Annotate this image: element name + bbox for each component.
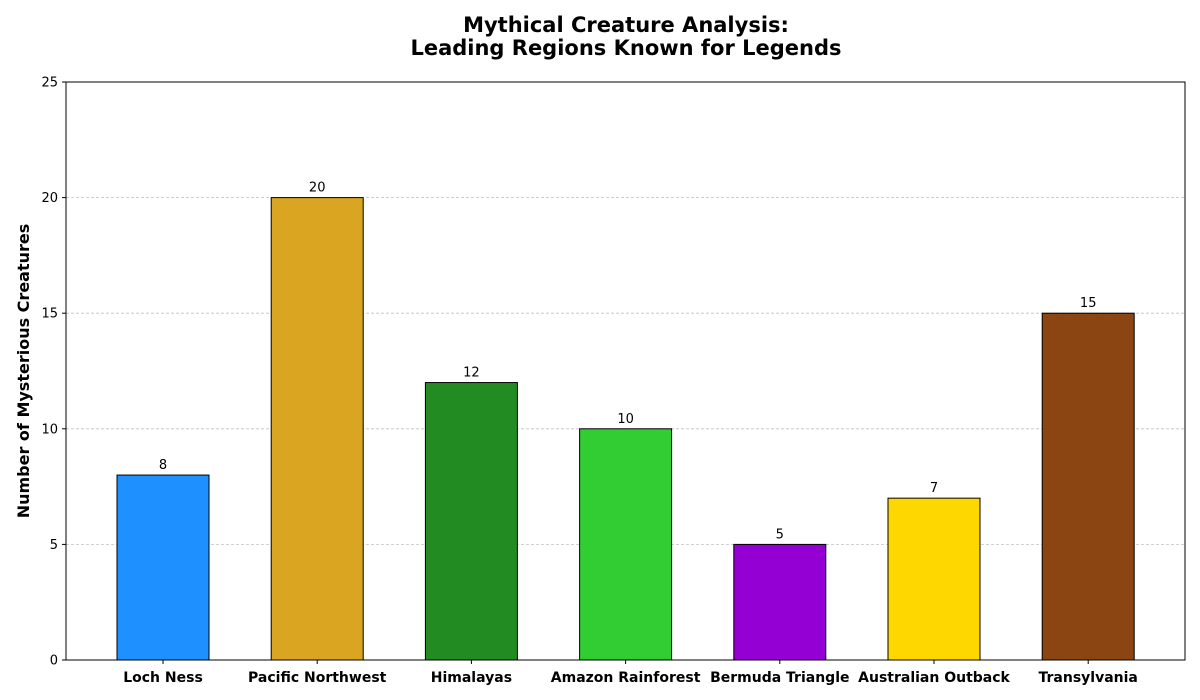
x-tick-label-himalayas: Himalayas xyxy=(431,670,512,686)
y-tick-label: 10 xyxy=(41,422,58,437)
chart-title: Mythical Creature Analysis: Leading Regi… xyxy=(410,13,841,60)
x-tick-label-transylvania: Transylvania xyxy=(1039,670,1138,686)
x-axis-ticks: Loch Ness Pacific Northwest Himalayas Amazo… xyxy=(123,660,1138,686)
bar-value-label-bermuda-triangle: 5 xyxy=(776,527,784,542)
chart-title-line-2: Leading Regions Known for Legends xyxy=(410,36,841,60)
bar-value-label-amazon-rainforest: 10 xyxy=(617,412,634,427)
y-tick-label: 5 xyxy=(50,538,58,553)
bar-loch-ness xyxy=(116,474,210,661)
bar-amazon-rainforest xyxy=(579,428,673,661)
y-tick-label: 20 xyxy=(41,191,58,206)
x-tick-label-pacific-northwest: Pacific Northwest xyxy=(248,670,387,686)
x-tick-label-amazon-rainforest: Amazon Rainforest xyxy=(551,670,701,686)
bar-himalayas xyxy=(424,382,518,661)
y-tick-label: 25 xyxy=(41,76,58,91)
x-tick-label-bermuda-triangle: Bermuda Triangle xyxy=(710,670,849,686)
bar-value-label-australian-outback: 7 xyxy=(930,481,938,496)
x-tick-label-australian-outback: Australian Outback xyxy=(858,670,1010,686)
gridlines xyxy=(66,197,1185,545)
bar-value-label-loch-ness: 8 xyxy=(159,458,167,473)
bar-labels: 8 20 12 10 5 7 15 xyxy=(159,181,1097,543)
bar-value-label-pacific-northwest: 20 xyxy=(309,181,326,196)
y-tick-label: 0 xyxy=(50,654,58,669)
bars xyxy=(116,197,1135,661)
bar-value-label-himalayas: 12 xyxy=(463,366,480,381)
x-tick-label-loch-ness: Loch Ness xyxy=(123,670,203,686)
y-axis-ticks: 0 5 10 15 20 25 xyxy=(41,76,66,669)
bar-pacific-northwest xyxy=(270,197,364,661)
y-tick-label: 15 xyxy=(41,307,58,322)
y-axis-label: Number of Mysterious Creatures xyxy=(14,224,33,519)
bar-transylvania xyxy=(1041,312,1135,661)
bar-australian-outback xyxy=(887,497,981,661)
chart-title-line-1: Mythical Creature Analysis: xyxy=(463,13,789,37)
bar-bermuda-triangle xyxy=(733,543,827,661)
bar-value-label-transylvania: 15 xyxy=(1080,296,1097,311)
